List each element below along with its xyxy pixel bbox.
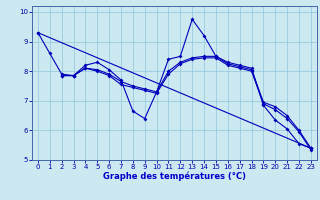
X-axis label: Graphe des températures (°C): Graphe des températures (°C) [103,172,246,181]
